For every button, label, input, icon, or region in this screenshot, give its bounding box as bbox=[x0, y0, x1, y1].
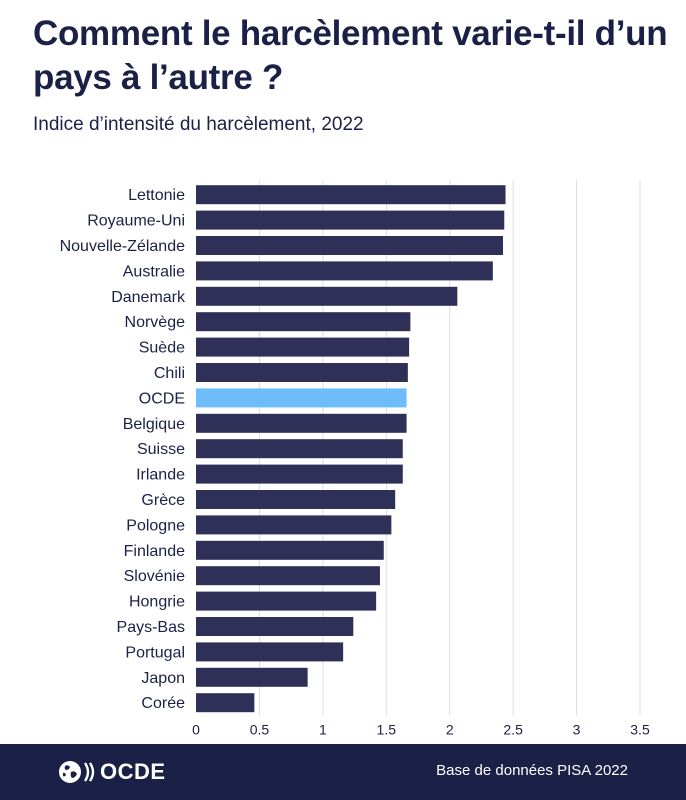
category-label: Chili bbox=[154, 365, 185, 382]
bar bbox=[196, 464, 403, 484]
x-tick-label: 2.5 bbox=[503, 721, 523, 737]
x-tick-label: 0.5 bbox=[250, 721, 270, 737]
chart-title: Comment le harcèlement varie-t-il d’un p… bbox=[33, 14, 668, 97]
bar bbox=[196, 286, 458, 306]
x-tick-label: 0 bbox=[192, 721, 200, 737]
bar-chart: Lettonie Royaume-Uni Nouvelle-Zélande Austr… bbox=[60, 180, 650, 737]
category-label: Irlande bbox=[136, 467, 185, 484]
bar bbox=[196, 261, 493, 281]
category-label: Portugal bbox=[125, 644, 185, 661]
category-label: Suède bbox=[139, 340, 185, 357]
category-label: Belgique bbox=[123, 416, 185, 433]
category-label: Grèce bbox=[141, 492, 185, 509]
bars bbox=[196, 185, 506, 713]
bar bbox=[196, 540, 384, 560]
x-tick-label: 2 bbox=[446, 721, 454, 737]
category-label: Lettonie bbox=[128, 187, 185, 204]
bar bbox=[196, 185, 506, 205]
bar bbox=[196, 312, 411, 332]
category-label: Japon bbox=[141, 670, 185, 687]
category-label: Norvège bbox=[125, 314, 186, 331]
bar bbox=[196, 566, 380, 586]
x-tick-label: 3 bbox=[573, 721, 581, 737]
bar bbox=[196, 413, 407, 433]
category-label: Corée bbox=[141, 695, 185, 712]
bar bbox=[196, 236, 503, 255]
globe-icon bbox=[59, 761, 81, 783]
x-tick-label: 1 bbox=[319, 721, 327, 737]
bar bbox=[196, 337, 410, 357]
x-axis-ticks: 0 0.5 1 1.5 2 2.5 3 3.5 bbox=[192, 721, 650, 737]
bar bbox=[196, 667, 308, 687]
category-label: Australie bbox=[123, 263, 185, 280]
bar bbox=[196, 693, 255, 713]
bar bbox=[196, 617, 354, 636]
source-note: Base de données PISA 2022 bbox=[436, 762, 628, 779]
category-label: Slovénie bbox=[124, 568, 185, 585]
category-label: Royaume-Uni bbox=[87, 213, 185, 230]
category-label: OCDE bbox=[139, 390, 185, 407]
bar-highlight bbox=[196, 388, 407, 408]
category-label: Pays-Bas bbox=[117, 619, 185, 636]
x-tick-label: 1.5 bbox=[377, 721, 397, 737]
category-label: Danemark bbox=[111, 289, 186, 306]
logo-text: OCDE bbox=[100, 759, 166, 784]
category-labels: Lettonie Royaume-Uni Nouvelle-Zélande Austr… bbox=[60, 187, 186, 712]
bar bbox=[196, 490, 396, 509]
category-label: Pologne bbox=[126, 517, 185, 534]
bar bbox=[196, 439, 403, 459]
bar bbox=[196, 363, 408, 382]
logo-arcs-icon bbox=[83, 762, 95, 782]
bar bbox=[196, 515, 392, 535]
bar bbox=[196, 591, 377, 611]
bar bbox=[196, 642, 344, 662]
oecd-logo[interactable]: OCDE bbox=[58, 758, 166, 786]
category-label: Nouvelle-Zélande bbox=[60, 238, 186, 255]
category-label: Hongrie bbox=[129, 594, 185, 611]
bar bbox=[196, 210, 505, 230]
chart-subtitle: Indice d’intensité du harcèlement, 2022 bbox=[33, 114, 364, 135]
footer: OCDE Base de données PISA 2022 bbox=[0, 744, 686, 800]
x-tick-label: 3.5 bbox=[630, 721, 650, 737]
category-label: Suisse bbox=[137, 441, 185, 458]
category-label: Finlande bbox=[124, 543, 185, 560]
